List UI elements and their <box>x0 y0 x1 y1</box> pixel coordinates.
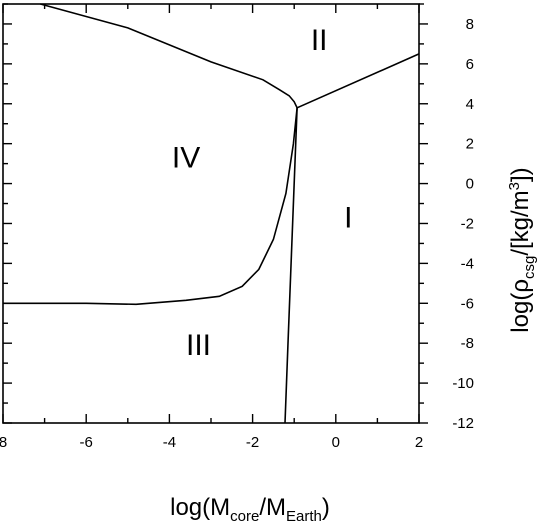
y-tick-label: -8 <box>461 335 474 352</box>
x-axis-label: log(Mcore/MEarth) <box>170 494 330 525</box>
region-label-iii: III <box>186 329 211 362</box>
y-axis-label-end: ]) <box>507 167 534 182</box>
boundary-curves <box>3 3 420 424</box>
x-tick-label: -2 <box>246 434 259 451</box>
y-axis-label-mid: /[kg/m <box>507 190 534 255</box>
x-tick-label: -4 <box>163 434 176 451</box>
x-axis-label-mid: /M <box>259 494 286 521</box>
y-tick-label: -12 <box>452 415 474 432</box>
region-label-i: I <box>344 201 352 234</box>
y-tick-label: 8 <box>466 16 474 33</box>
boundary-curve-2 <box>3 107 298 306</box>
region-label-ii: II <box>311 24 328 57</box>
y-tick-label: -6 <box>461 295 474 312</box>
y-axis-label: log(ρcsg/[kg/m3]) <box>506 167 538 332</box>
x-axis-label-end: ) <box>322 494 330 521</box>
x-tick-label: 8 <box>0 434 7 451</box>
y-tick-label: -4 <box>461 255 474 272</box>
boundary-curve-1 <box>40 3 298 109</box>
x-axis-label-sub-earth: Earth <box>286 508 322 525</box>
x-axis-label-sub-core: core <box>230 508 259 525</box>
x-axis-ticks: 8 -6 -4 -2 0 2 <box>0 4 423 451</box>
x-axis-label-base: log(M <box>170 494 230 521</box>
y-axis-label-base: log(ρ <box>507 279 534 333</box>
y-axis-label-sub: csg <box>521 256 538 279</box>
x-tick-label: 2 <box>415 434 423 451</box>
x-tick-label: -6 <box>80 434 93 451</box>
y-axis-ticks: -12 -10 -8 -6 -4 -2 0 2 4 6 8 <box>3 3 474 432</box>
boundary-curve-3 <box>296 53 420 109</box>
y-tick-label: -2 <box>461 215 474 232</box>
y-tick-label: 6 <box>466 56 474 73</box>
y-tick-label: 2 <box>466 136 474 153</box>
y-tick-label: 4 <box>466 96 474 113</box>
boundary-curve-4 <box>284 107 298 424</box>
y-tick-label: 0 <box>466 176 474 193</box>
region-label-iv: IV <box>172 142 200 175</box>
x-tick-label: 0 <box>332 434 340 451</box>
y-tick-label: -10 <box>452 375 474 392</box>
y-axis-label-sup: 3 <box>506 182 523 190</box>
